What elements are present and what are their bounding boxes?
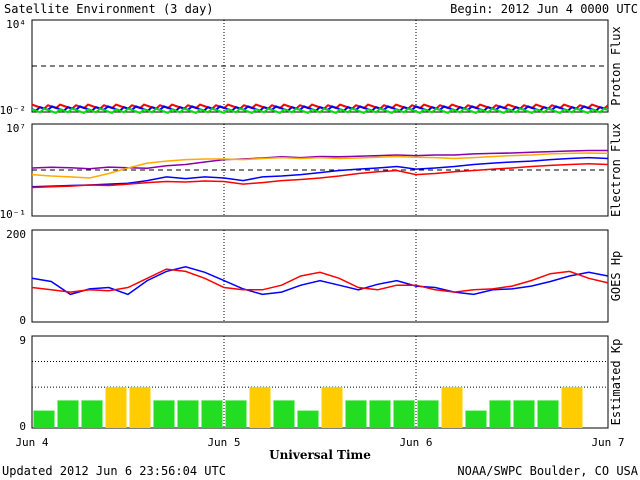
panels: 10⁴ 10⁻² Proton Flux 10⁷ 10⁻¹ Electron Flux 20…	[0, 18, 623, 433]
proton-ytick-top: 10⁴	[6, 18, 26, 31]
kp-ytick-bottom: 0	[19, 420, 26, 433]
goes-hp-series-0	[31, 266, 609, 296]
x-tick-jun5: Jun 5	[207, 436, 240, 449]
electron-series-3	[31, 162, 609, 189]
credit: NOAA/SWPC Boulder, CO USA	[457, 464, 638, 478]
kp-ylabel: Estimated Kp	[609, 339, 623, 426]
kp-bar	[417, 400, 439, 428]
kp-bar	[297, 410, 319, 428]
kp-bar	[369, 400, 391, 428]
kp-bar	[81, 400, 103, 428]
kp-bar	[273, 400, 295, 428]
electron-series-2	[31, 156, 609, 188]
x-tick-jun4: Jun 4	[15, 436, 48, 449]
goes-hp-frame	[31, 229, 609, 323]
x-tick-jun7: Jun 7	[591, 436, 624, 449]
kp-bar	[225, 400, 247, 428]
kp-ytick-top: 9	[19, 334, 26, 347]
electron-series-0	[31, 149, 608, 170]
kp-bar	[249, 387, 271, 428]
electron-ytick-bottom: 10⁻¹	[0, 208, 26, 221]
kp-bar	[537, 400, 559, 428]
kp-bar	[153, 400, 175, 428]
kp-frame	[31, 335, 609, 429]
proton-ylabel: Proton Flux	[609, 26, 623, 105]
goes-hp-ytick-bottom: 0	[19, 314, 26, 327]
proton-ytick-bottom: 10⁻²	[0, 104, 26, 117]
kp-bar	[441, 387, 463, 428]
kp-bar	[321, 387, 343, 428]
kp-bar	[489, 400, 511, 428]
kp-bar	[177, 400, 199, 428]
chart-title: Satellite Environment (3 day)	[4, 2, 214, 16]
begin-time: Begin: 2012 Jun 4 0000 UTC	[450, 2, 638, 16]
kp-bar	[33, 410, 55, 428]
x-tick-jun6: Jun 6	[399, 436, 432, 449]
kp-bar	[129, 387, 151, 428]
kp-bar	[465, 410, 487, 428]
kp-bar	[513, 400, 535, 428]
proton-series-2	[31, 107, 609, 115]
goes-hp-ylabel: GOES Hp	[609, 251, 623, 302]
kp-bar	[345, 400, 367, 428]
electron-ylabel: Electron Flux	[609, 123, 623, 217]
x-axis-title: Universal Time	[269, 448, 371, 462]
updated-time: Updated 2012 Jun 6 23:56:04 UTC	[2, 464, 226, 478]
kp-bar	[561, 387, 583, 428]
electron-ytick-top: 10⁷	[6, 122, 26, 135]
electron-series-1	[31, 152, 609, 179]
goes-hp-ytick-top: 200	[6, 228, 26, 241]
kp-bar	[57, 400, 79, 428]
kp-bar	[201, 400, 223, 428]
kp-bar	[393, 400, 415, 428]
kp-bar	[105, 387, 127, 428]
goes-hp-series-1	[31, 268, 609, 293]
